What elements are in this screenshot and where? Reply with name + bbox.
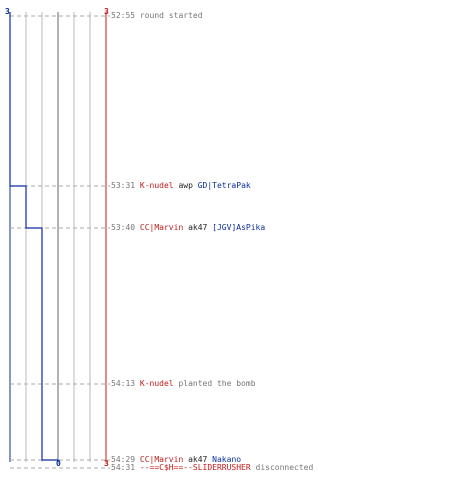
player-name: K-nudel <box>139 181 174 190</box>
player-name: [JGV]AsPika <box>212 223 266 232</box>
event-message: round started <box>139 11 203 20</box>
event-row: 52:55 round started <box>111 11 203 21</box>
player-name: CC|Marvin <box>139 455 184 464</box>
event-weapon: ak47 <box>183 455 213 464</box>
ct-score-top: 3 <box>5 7 10 16</box>
player-name: GD|TetraPak <box>197 181 251 190</box>
event-time: 53:31 <box>111 181 140 190</box>
event-weapon: ak47 <box>183 223 213 232</box>
event-time: 54:13 <box>111 379 140 388</box>
ct-alive-step-line <box>9 12 59 462</box>
event-row: 54:31 --==C$H==--SLIDERRUSHER disconnect… <box>111 463 313 473</box>
event-row: 54:13 K-nudel planted the bomb <box>111 379 256 389</box>
event-message: disconnected <box>250 463 314 472</box>
t-score-bottom: 3 <box>104 459 109 468</box>
event-dash-lines <box>10 15 110 469</box>
event-time: 53:40 <box>111 223 140 232</box>
event-row: 53:31 K-nudel awp GD|TetraPak <box>111 181 251 191</box>
event-row: 53:40 CC|Marvin ak47 [JGV]AsPika <box>111 223 265 233</box>
event-time: 52:55 <box>111 11 140 20</box>
event-message: planted the bomb <box>173 379 256 388</box>
ct-score-bottom: 0 <box>56 459 61 468</box>
t-score-top: 3 <box>104 7 109 16</box>
player-name: CC|Marvin <box>139 223 184 232</box>
event-row: 54:29 CC|Marvin ak47 Nakano <box>111 455 241 465</box>
event-weapon: awp <box>173 181 198 190</box>
event-time: 54:31 <box>111 463 140 472</box>
event-time: 54:29 <box>111 455 140 464</box>
player-name: K-nudel <box>139 379 174 388</box>
timeline-grid <box>9 12 107 462</box>
player-name: Nakano <box>212 455 242 464</box>
player-name: --==C$H==--SLIDERRUSHER <box>139 463 251 472</box>
